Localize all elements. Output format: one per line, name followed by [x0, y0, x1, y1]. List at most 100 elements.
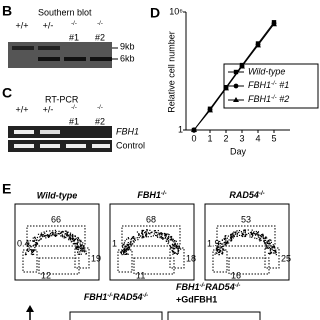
event-dot — [175, 244, 177, 246]
event-dot — [265, 239, 267, 241]
gate — [133, 257, 175, 275]
event-dot — [130, 237, 133, 240]
event-dot — [275, 253, 277, 256]
event-dot — [46, 234, 49, 236]
gate — [228, 257, 270, 275]
event-dot — [54, 234, 57, 236]
event-dot — [157, 233, 159, 236]
event-dot — [71, 240, 73, 242]
event-dot — [261, 235, 263, 237]
event-dot — [221, 251, 223, 253]
event-dot — [247, 232, 250, 234]
event-dot — [249, 236, 251, 238]
event-dot — [72, 243, 74, 245]
event-dot — [63, 237, 65, 239]
event-dot — [127, 247, 130, 249]
event-dot — [230, 240, 232, 242]
event-dot — [245, 233, 247, 235]
event-dot — [43, 235, 45, 237]
x-tick-label: 2 — [223, 133, 228, 143]
event-dot — [85, 252, 87, 255]
event-dot — [268, 240, 270, 243]
event-dot — [58, 233, 60, 235]
event-dot — [130, 239, 132, 241]
event-dot — [272, 252, 274, 254]
event-dot — [177, 251, 179, 253]
event-dot — [72, 235, 74, 237]
event-dot — [126, 243, 128, 246]
event-dot — [141, 234, 144, 236]
event-dot — [133, 235, 135, 238]
event-dot — [123, 248, 126, 250]
gate-value: 53 — [241, 214, 251, 224]
event-dot — [244, 229, 246, 232]
event-dot — [129, 246, 131, 248]
event-dot — [218, 243, 220, 246]
plot-title: FBH1-/- — [137, 190, 166, 200]
event-dot — [72, 237, 74, 239]
event-dot — [262, 233, 264, 236]
event-dot — [61, 236, 64, 238]
event-dot — [54, 235, 56, 237]
event-dot — [146, 233, 148, 235]
event-dot — [149, 233, 151, 235]
event-dot — [268, 252, 270, 255]
event-dot — [32, 237, 34, 239]
event-dot — [126, 253, 128, 255]
event-dot — [74, 235, 76, 237]
event-dot — [51, 235, 53, 237]
event-dot — [264, 237, 267, 239]
event-dot — [75, 242, 77, 244]
event-dot — [145, 234, 147, 236]
event-dot — [69, 233, 72, 236]
gate-value: 16 — [231, 270, 241, 280]
event-dot — [250, 231, 252, 233]
event-dot — [250, 232, 253, 234]
event-dot — [234, 231, 236, 234]
event-dot — [154, 230, 156, 232]
event-dot — [34, 243, 36, 246]
event-dot — [233, 231, 235, 233]
event-dot — [219, 242, 221, 245]
event-dot — [28, 247, 30, 249]
event-dot — [174, 240, 176, 242]
band — [66, 144, 86, 148]
gate — [212, 249, 228, 273]
event-dot — [61, 235, 63, 237]
event-dot — [127, 244, 129, 246]
event-dot — [154, 231, 156, 234]
event-dot — [220, 249, 222, 252]
x-tick-label: 4 — [255, 133, 260, 143]
event-dot — [31, 251, 33, 254]
event-dot — [81, 249, 83, 251]
event-dot — [216, 252, 218, 255]
event-dot — [76, 246, 78, 248]
event-dot — [263, 241, 265, 243]
band — [14, 130, 34, 134]
event-dot — [73, 240, 75, 242]
event-dot — [220, 247, 222, 249]
event-dot — [217, 245, 219, 248]
event-dot — [80, 246, 82, 248]
x-tick-label: 1 — [207, 133, 212, 143]
marker — [207, 107, 213, 113]
event-dot — [219, 247, 221, 249]
event-dot — [168, 234, 170, 236]
event-dot — [274, 252, 276, 254]
event-dot — [226, 241, 229, 244]
band — [38, 57, 60, 61]
event-dot — [125, 248, 127, 250]
event-dot — [124, 240, 126, 242]
event-dot — [78, 246, 80, 248]
event-dot — [132, 236, 134, 238]
gate-value: 11 — [136, 270, 145, 280]
event-dot — [141, 231, 143, 233]
event-dot — [256, 232, 258, 234]
event-dot — [82, 250, 84, 252]
event-dot — [269, 245, 271, 247]
event-dot — [259, 237, 261, 239]
lane-label: -/- — [71, 21, 77, 27]
band-label: 6kb — [120, 53, 135, 63]
event-dot — [136, 231, 139, 233]
event-dot — [32, 250, 35, 253]
